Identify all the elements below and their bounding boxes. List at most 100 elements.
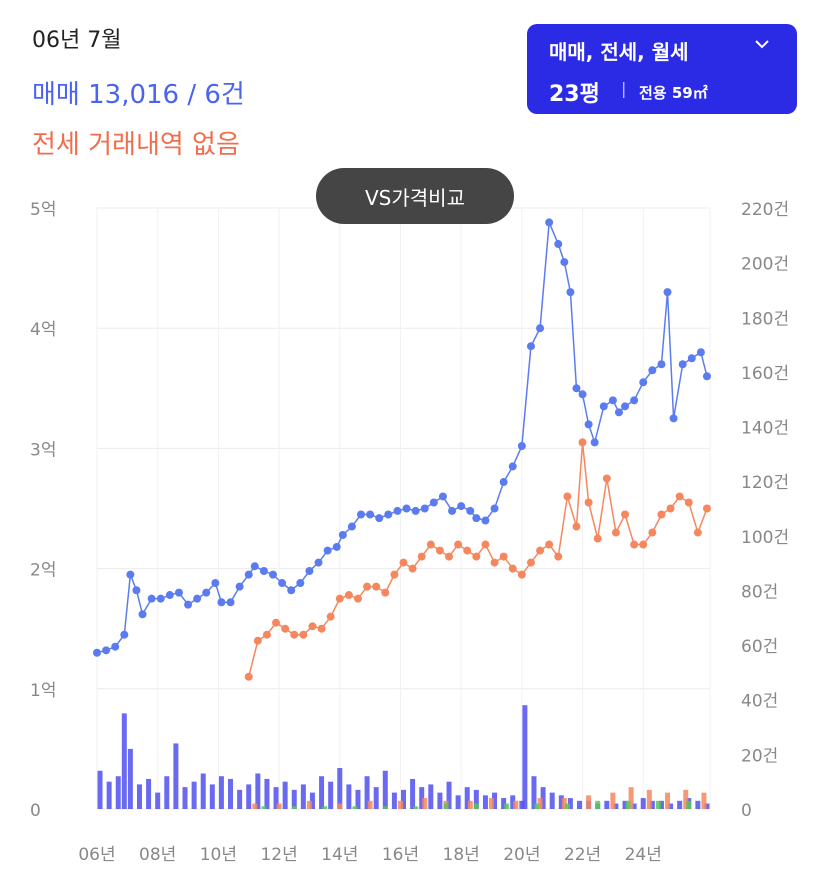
data-point [184,600,193,609]
data-point [226,598,235,607]
data-point [554,552,563,561]
data-point [508,564,517,573]
data-point [630,540,639,549]
volume-bar [373,787,379,809]
data-point [621,510,630,519]
data-point [602,474,611,483]
data-point [526,342,535,351]
volume-bar [397,800,403,809]
volume-bar [401,789,406,809]
y-right-tick-label: 200건 [741,255,789,275]
y-right-tick-label: 80건 [741,582,778,602]
data-point [657,510,666,519]
data-point [272,618,281,627]
exclusive-area-label: 전용 59㎡ [639,84,708,102]
data-point [244,570,253,579]
data-point [499,478,508,487]
volume-bar [382,806,388,809]
data-point [481,516,490,525]
data-point [554,240,563,249]
y-right-tick-label: 0 [741,801,752,821]
volume-bar [413,806,419,809]
data-point [584,498,593,507]
volume-bar [537,798,543,809]
volume-bar [97,770,103,809]
y-right-tick-label: 160건 [741,364,789,384]
volume-bar [355,789,361,809]
data-point [702,504,711,513]
data-point [472,514,481,523]
data-point [132,586,141,595]
data-point [457,502,466,511]
volume-bar [209,784,215,809]
data-point [684,498,693,507]
volume-bar [136,784,142,809]
volume-bar [319,776,325,809]
sale-price-summary: 매매 13,016 / 6건 [32,80,245,110]
volume-bar [704,803,710,809]
volume-bar [604,800,610,809]
volume-bar [683,789,689,809]
y-left-tick-label: 5억 [30,200,56,220]
volume-bar [489,798,495,809]
data-point [332,542,341,551]
volume-bar [446,781,452,809]
data-point [363,582,372,591]
volume-bar [443,803,449,809]
volume-bar [640,798,646,809]
volume-bar [464,787,470,809]
data-point [174,588,183,597]
x-tick-label: 08년 [139,845,176,865]
volume-bar [306,800,312,809]
volume-bar [577,800,583,809]
data-point [639,540,648,549]
data-point [608,396,617,405]
data-point [250,562,259,571]
data-point [578,438,587,447]
data-point [93,648,101,657]
volume-bar [182,787,188,809]
data-point [426,540,435,549]
data-point [305,567,314,576]
x-tick-label: 12년 [260,845,297,865]
data-point [466,506,475,515]
data-point [269,570,278,579]
volume-bar [300,784,306,809]
data-point [678,360,687,369]
volume-bar [501,798,507,809]
data-point [417,552,426,561]
x-tick-label: 18년 [443,845,480,865]
data-point [675,492,684,501]
data-point [102,646,111,655]
data-point [696,348,705,357]
data-point [314,558,323,567]
data-point [281,624,290,633]
volume-bar [622,800,628,809]
volume-bar [564,803,570,809]
data-point [420,504,429,513]
data-point [290,630,299,639]
vs-compare-button[interactable]: VS가격비교 [316,168,514,224]
volume-bar [328,781,334,809]
jeonse-summary: 전세 거래내역 없음 [32,130,240,160]
trade-type-filter-button[interactable]: 매매, 전세, 월세 23평 | 전용 59㎡ [527,24,797,114]
volume-bar [492,792,498,809]
data-point [438,492,447,501]
chevron-down-icon [753,34,771,58]
volume-bar [121,713,127,809]
y-right-tick-label: 100건 [741,528,789,548]
data-point [193,594,202,603]
data-point [253,636,262,645]
y-left-tick-label: 2억 [30,561,56,581]
data-point [296,579,305,588]
data-point [408,564,417,573]
data-point [663,288,672,297]
volume-bar [519,800,525,809]
volume-bar [261,806,267,809]
volume-bar [337,768,343,809]
volume-bar [646,789,652,809]
volume-bar [346,784,352,809]
y-right-tick-label: 40건 [741,692,778,712]
volume-bar [237,789,243,809]
